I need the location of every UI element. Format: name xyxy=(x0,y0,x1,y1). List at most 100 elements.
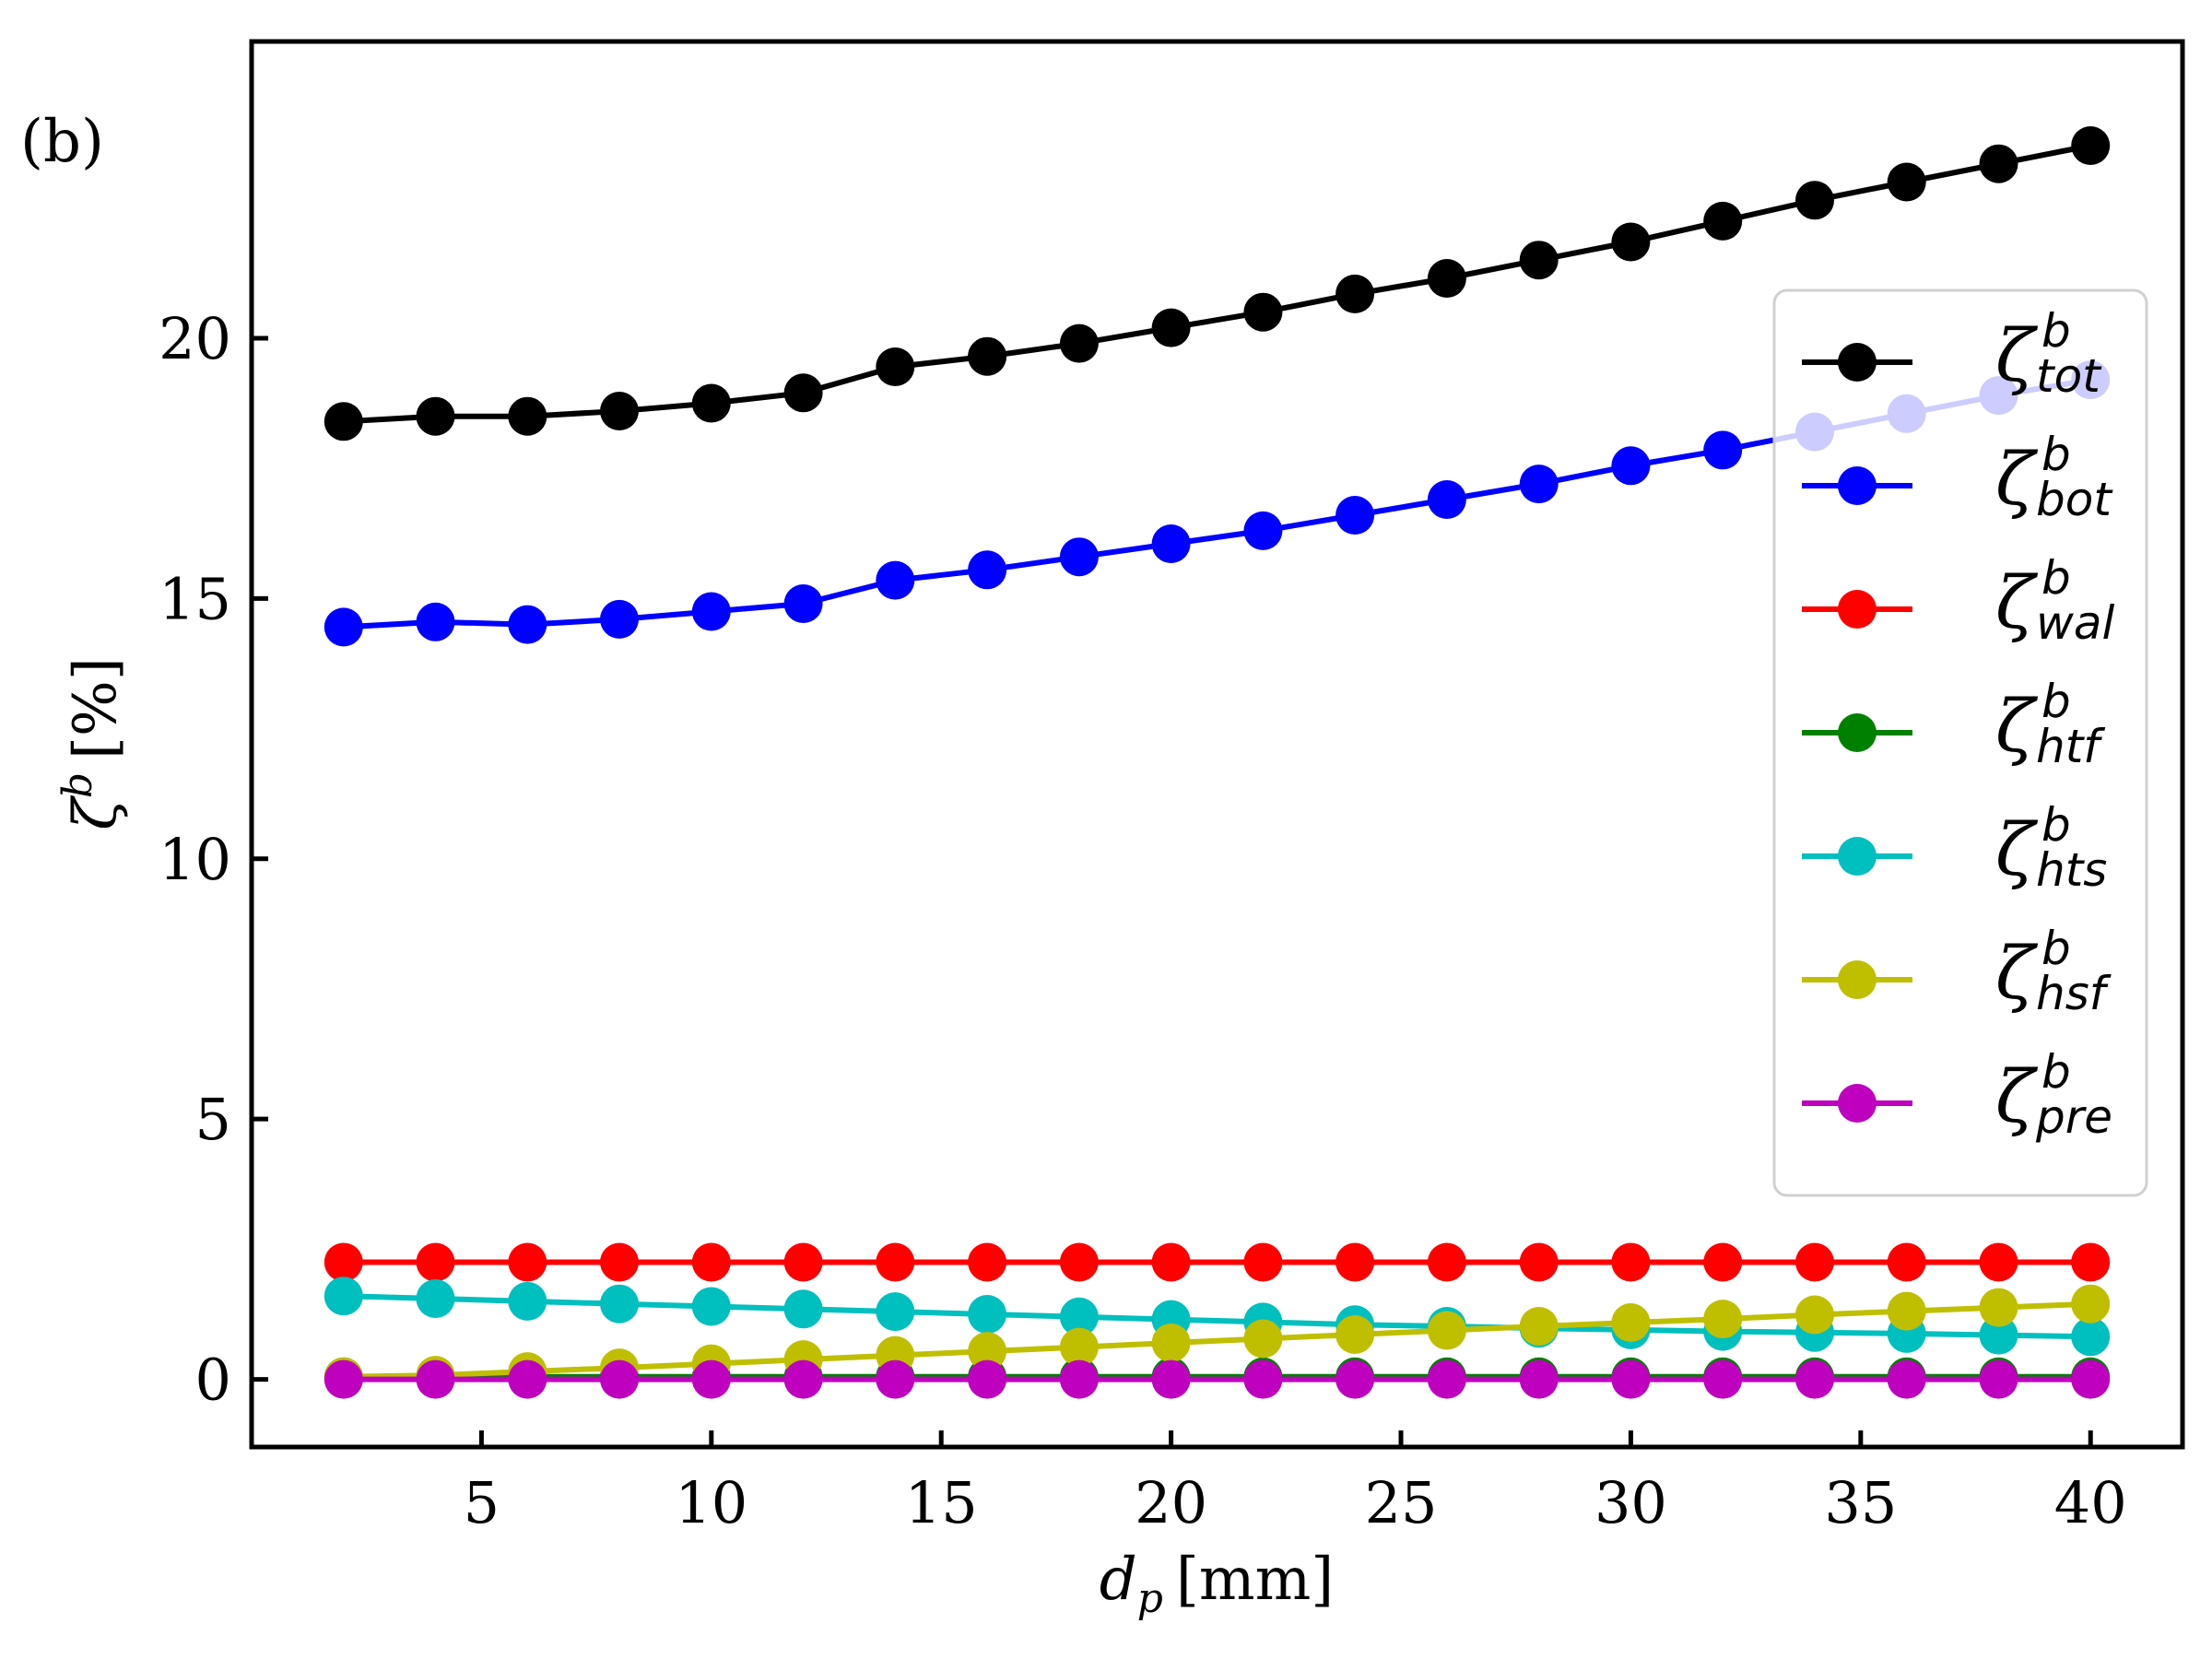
point-bot-24 xyxy=(1335,496,1375,535)
point-wal-24 xyxy=(1335,1242,1375,1282)
point-hts-38 xyxy=(1979,1315,2018,1355)
legend-marker-wal xyxy=(1838,590,1877,629)
point-pre-40 xyxy=(2071,1359,2111,1399)
point-bot-22 xyxy=(1243,511,1283,550)
y-tick-label: 0 xyxy=(195,1347,231,1414)
legend-sup-htf: b xyxy=(2041,675,2071,728)
y-axis-title-sup: b xyxy=(54,772,101,798)
series-pre xyxy=(324,1359,2111,1399)
point-pre-6 xyxy=(508,1359,547,1399)
x-tick-label: 40 xyxy=(2054,1469,2127,1536)
point-tot-2 xyxy=(324,402,363,441)
point-wal-8 xyxy=(600,1242,639,1282)
point-pre-2 xyxy=(324,1359,363,1399)
point-bot-20 xyxy=(1151,524,1191,563)
point-tot-28 xyxy=(1519,241,1559,280)
x-tick-label: 30 xyxy=(1594,1469,1667,1536)
point-hsf-20 xyxy=(1151,1324,1191,1362)
series-bot xyxy=(324,360,2111,647)
x-tick-label: 35 xyxy=(1824,1469,1897,1536)
point-tot-30 xyxy=(1611,222,1651,262)
point-tot-16 xyxy=(968,336,1007,376)
point-pre-30 xyxy=(1611,1359,1651,1399)
legend-sub-pre: pre xyxy=(2035,1090,2112,1144)
point-wal-28 xyxy=(1519,1242,1559,1282)
point-hsf-36 xyxy=(1887,1291,1926,1331)
point-pre-36 xyxy=(1887,1359,1926,1399)
legend-sup-wal: b xyxy=(2041,551,2071,605)
x-axis-title: dp [mm] xyxy=(1100,1546,1334,1622)
point-wal-18 xyxy=(1059,1242,1099,1282)
point-wal-16 xyxy=(968,1242,1007,1282)
point-pre-16 xyxy=(968,1359,1007,1399)
point-hts-6 xyxy=(508,1281,547,1321)
point-tot-34 xyxy=(1795,181,1834,220)
legend-label-pre: ζ xyxy=(1995,1056,2039,1139)
x-axis-title-unit: [mm] xyxy=(1176,1546,1334,1614)
y-axis-title: ζb [%] xyxy=(54,657,130,830)
point-pre-38 xyxy=(1979,1359,2018,1399)
point-tot-10 xyxy=(691,383,731,423)
point-wal-36 xyxy=(1887,1242,1926,1282)
point-pre-28 xyxy=(1519,1359,1559,1399)
point-tot-4 xyxy=(416,396,455,436)
point-pre-18 xyxy=(1059,1359,1099,1399)
legend-label-hts: ζ xyxy=(1995,809,2039,892)
point-bot-26 xyxy=(1427,480,1466,519)
point-wal-12 xyxy=(783,1242,823,1282)
point-tot-8 xyxy=(600,392,639,430)
point-hts-14 xyxy=(876,1292,915,1332)
x-tick-label: 25 xyxy=(1365,1469,1438,1536)
legend-label-wal: ζ xyxy=(1995,562,2039,645)
point-tot-18 xyxy=(1059,324,1099,363)
point-hsf-40 xyxy=(2071,1284,2111,1324)
point-tot-20 xyxy=(1151,308,1191,347)
point-pre-22 xyxy=(1243,1359,1283,1399)
point-pre-8 xyxy=(600,1359,639,1399)
legend-marker-tot xyxy=(1838,343,1877,382)
point-wal-22 xyxy=(1243,1242,1283,1282)
point-bot-30 xyxy=(1611,446,1651,486)
point-pre-20 xyxy=(1151,1359,1191,1399)
y-tick-label: 5 xyxy=(195,1086,231,1153)
point-bot-14 xyxy=(876,560,915,600)
legend-sup-tot: b xyxy=(2041,304,2071,358)
y-axis-title-main: ζ xyxy=(62,795,130,830)
plot-frame xyxy=(249,39,2185,1450)
legend-sup-bot: b xyxy=(2041,428,2071,481)
point-pre-26 xyxy=(1427,1359,1466,1399)
legend-sub-hts: hts xyxy=(2036,843,2107,897)
point-wal-10 xyxy=(691,1242,731,1282)
point-hts-18 xyxy=(1059,1297,1099,1336)
legend-marker-hts xyxy=(1838,837,1877,876)
legend-marker-bot xyxy=(1838,466,1877,505)
y-tick-label: 10 xyxy=(159,826,231,893)
point-wal-30 xyxy=(1611,1242,1651,1282)
series-tot xyxy=(324,126,2111,441)
point-hsf-18 xyxy=(1059,1327,1099,1367)
series-wal xyxy=(324,1242,2111,1282)
y-tick-label: 20 xyxy=(159,305,231,372)
point-bot-28 xyxy=(1519,465,1559,504)
point-bot-2 xyxy=(324,607,363,647)
point-wal-34 xyxy=(1795,1242,1834,1282)
point-tot-12 xyxy=(783,373,823,413)
point-hts-40 xyxy=(2071,1317,2111,1357)
point-wal-20 xyxy=(1151,1242,1191,1282)
point-tot-24 xyxy=(1335,274,1375,313)
point-hsf-28 xyxy=(1519,1307,1559,1346)
legend-sub-hsf: hsf xyxy=(2036,967,2112,1020)
point-pre-10 xyxy=(691,1359,731,1399)
point-hts-12 xyxy=(783,1289,823,1329)
legend-sup-pre: b xyxy=(2041,1045,2071,1099)
point-pre-4 xyxy=(416,1359,455,1399)
point-tot-40 xyxy=(2071,126,2111,165)
point-bot-6 xyxy=(508,605,547,644)
y-tick-label: 15 xyxy=(159,565,231,632)
point-bot-32 xyxy=(1703,430,1743,470)
